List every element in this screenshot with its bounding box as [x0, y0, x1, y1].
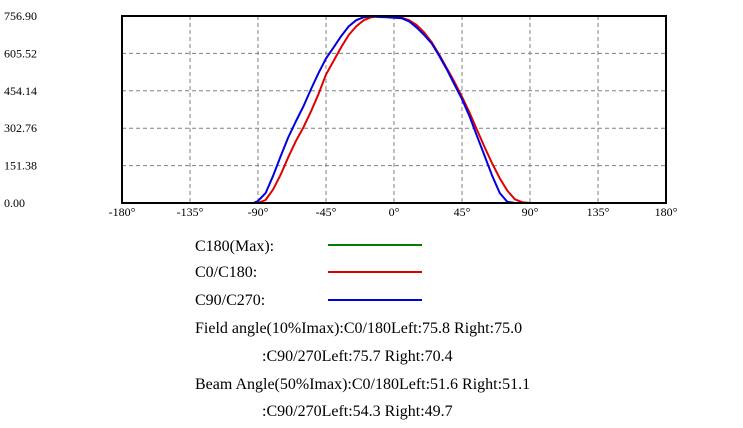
- x-tick-label: -180°: [109, 205, 136, 219]
- x-tick-label: 0°: [389, 205, 400, 219]
- x-tick-label: -135°: [177, 205, 204, 219]
- x-tick-label: 135°: [587, 205, 610, 219]
- x-tick-label: -90°: [248, 205, 269, 219]
- x-tick-label: 180°: [655, 205, 678, 219]
- y-tick-label: 605.52: [4, 46, 37, 60]
- x-tick-labels: -180° -135° -90° -45° 0° 45° 90° 135° 180°: [109, 205, 678, 219]
- grid-lines: [122, 16, 666, 203]
- y-tick-label: 454.14: [4, 84, 37, 98]
- x-tick-label: 90°: [522, 205, 539, 219]
- legend-swatch-c180: [328, 244, 422, 246]
- x-tick-label: -45°: [316, 205, 337, 219]
- y-tick-labels: 0.00 151.38 302.76 454.14 605.52 756.90: [4, 9, 37, 210]
- legend-swatch-c90-c270: [328, 299, 422, 301]
- y-tick-label: 302.76: [4, 121, 37, 135]
- y-tick-label: 756.90: [4, 9, 37, 23]
- beam-angle-line-1: Beam Angle(50%Imax):C0/180Left:51.6 Righ…: [195, 376, 531, 393]
- legend-swatch-c0-c180: [328, 271, 422, 273]
- field-angle-line-1: Field angle(10%Imax):C0/180Left:75.8 Rig…: [195, 320, 523, 337]
- series-line-2: [122, 15, 666, 204]
- legend-label-c90-c270: C90/C270:: [195, 292, 266, 309]
- y-tick-label: 151.38: [4, 159, 37, 173]
- legend-label-c180: C180(Max):: [195, 238, 275, 255]
- field-angle-line-2: :C90/270Left:75.7 Right:70.4: [262, 348, 453, 365]
- y-tick-label: 0.00: [4, 196, 25, 210]
- plot-frame: [121, 15, 667, 204]
- beam-angle-line-2: :C90/270Left:54.3 Right:49.7: [262, 403, 453, 420]
- x-tick-label: 45°: [454, 205, 471, 219]
- legend-label-c0-c180: C0/C180:: [195, 264, 258, 281]
- light-distribution-chart: 0.00 151.38 302.76 454.14 605.52 756.90 -180°…: [4, 9, 678, 219]
